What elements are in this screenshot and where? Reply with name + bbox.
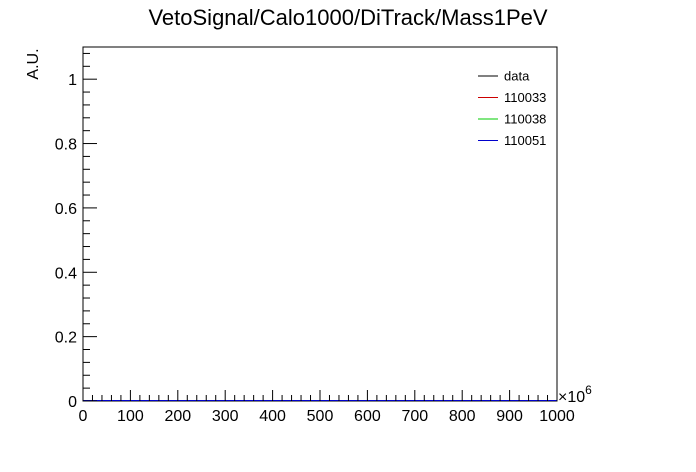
x-tick-label: 400 bbox=[259, 408, 286, 425]
y-tick-label: 1 bbox=[68, 72, 77, 89]
y-axis: 0 0.2 0.4 0.6 0.8 1 bbox=[55, 52, 97, 411]
y-tick-label: 0.6 bbox=[55, 201, 77, 218]
y-tick-label: 0.8 bbox=[55, 137, 77, 154]
x-tick-label: 600 bbox=[354, 408, 381, 425]
y-axis-label: A.U. bbox=[25, 48, 42, 79]
legend-label: data bbox=[504, 69, 530, 84]
y-tick-label: 0 bbox=[68, 394, 77, 411]
plot-frame bbox=[82, 46, 558, 402]
x-tick-label: 0 bbox=[79, 408, 88, 425]
x-tick-label: 700 bbox=[401, 408, 428, 425]
x-axis: 0 100 200 300 400 500 600 700 800 900 1000 bbox=[79, 390, 575, 425]
legend: data 110033 110038 110051 bbox=[478, 69, 546, 148]
legend-label: 110051 bbox=[504, 133, 546, 148]
x-tick-label: 200 bbox=[164, 408, 191, 425]
x-tick-label: 500 bbox=[307, 408, 334, 425]
chart-title: VetoSignal/Calo1000/DiTrack/Mass1PeV bbox=[148, 5, 547, 30]
x-axis-multiplier: ×106 bbox=[558, 383, 592, 406]
x-tick-label: 900 bbox=[496, 408, 523, 425]
legend-label: 110033 bbox=[504, 90, 546, 105]
x-tick-label: 100 bbox=[117, 408, 144, 425]
x-tick-label: 300 bbox=[212, 408, 239, 425]
y-tick-label: 0.4 bbox=[55, 265, 77, 282]
legend-label: 110038 bbox=[504, 112, 546, 127]
x-multiplier-base: ×10 bbox=[558, 389, 585, 406]
x-tick-label: 1000 bbox=[539, 408, 575, 425]
y-tick-label: 0.2 bbox=[55, 330, 77, 347]
x-multiplier-exponent: 6 bbox=[585, 383, 592, 397]
x-tick-label: 800 bbox=[449, 408, 476, 425]
